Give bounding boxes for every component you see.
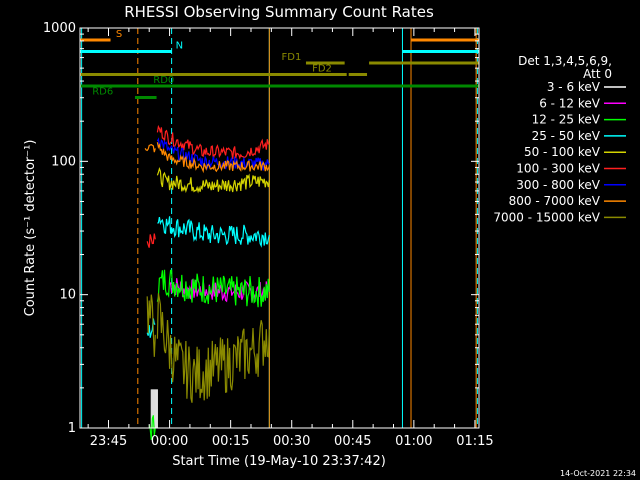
legend-entry-label: 25 - 50 keV [532, 129, 601, 143]
series-line [146, 233, 156, 248]
y-axis: 1 10 100 1000 [43, 21, 479, 436]
legend-header: Det 1,3,4,5,6,9, [518, 54, 612, 68]
x-axis-label: Start Time (19-May-10 23:37:42) [172, 454, 386, 469]
data-series [144, 124, 270, 441]
legend-entry-label: 300 - 800 keV [516, 178, 600, 192]
flag-bars: S N FD1 FD2 RD0 RD6 [80, 29, 479, 99]
flag-bar-label: RD6 [92, 87, 113, 98]
series-line [156, 293, 270, 403]
series-line [144, 143, 156, 153]
y-tick-label: 1 [68, 421, 76, 436]
x-tick-label: 00:00 [151, 434, 188, 449]
flag-bar-label: N [176, 41, 183, 52]
legend-header: Att 0 [583, 67, 612, 81]
flag-bar-label: RD0 [153, 75, 174, 86]
series-line [156, 142, 270, 174]
flag-bar-label: S [116, 29, 122, 40]
legend-entry-label: 7000 - 15000 keV [493, 210, 600, 224]
series-line [156, 166, 270, 194]
x-tick-label: 00:30 [273, 434, 310, 449]
series-line [146, 294, 156, 357]
y-tick-label: 1000 [43, 21, 76, 36]
x-axis: 23:45 00:00 00:15 00:30 00:45 01:00 01:15 [87, 28, 494, 449]
legend-entry-label: 100 - 300 keV [516, 162, 600, 176]
legend: Det 1,3,4,5,6,9,Att 03 - 6 keV 6 - 12 keV… [493, 54, 626, 224]
footer-timestamp: 14-Oct-2021 22:34 [560, 469, 636, 478]
x-tick-label: 23:45 [90, 434, 127, 449]
legend-entry-label: 800 - 7000 keV [509, 194, 601, 208]
series-line [156, 269, 270, 308]
y-tick-label: 100 [51, 154, 76, 169]
y-tick-label: 10 [59, 288, 76, 303]
legend-entry-label: 50 - 100 keV [524, 145, 601, 159]
series-line [156, 137, 270, 171]
legend-entry-label: 3 - 6 keV [547, 80, 601, 94]
y-axis-label: Count Rate (s⁻¹ detector⁻¹) [23, 140, 38, 317]
x-tick-label: 00:45 [334, 434, 371, 449]
series-line [157, 216, 270, 248]
plot-frame [79, 27, 480, 429]
x-tick-label: 01:15 [456, 434, 493, 449]
x-tick-label: 01:00 [395, 434, 432, 449]
legend-entry-label: 12 - 25 keV [532, 113, 601, 127]
legend-entry-label: 6 - 12 keV [539, 96, 601, 110]
flag-bar-label: FD2 [312, 64, 332, 75]
chart-title: RHESSI Observing Summary Count Rates [124, 3, 434, 21]
series-line [148, 415, 156, 441]
x-tick-label: 00:15 [212, 434, 249, 449]
flag-bar-label: FD1 [282, 52, 302, 63]
